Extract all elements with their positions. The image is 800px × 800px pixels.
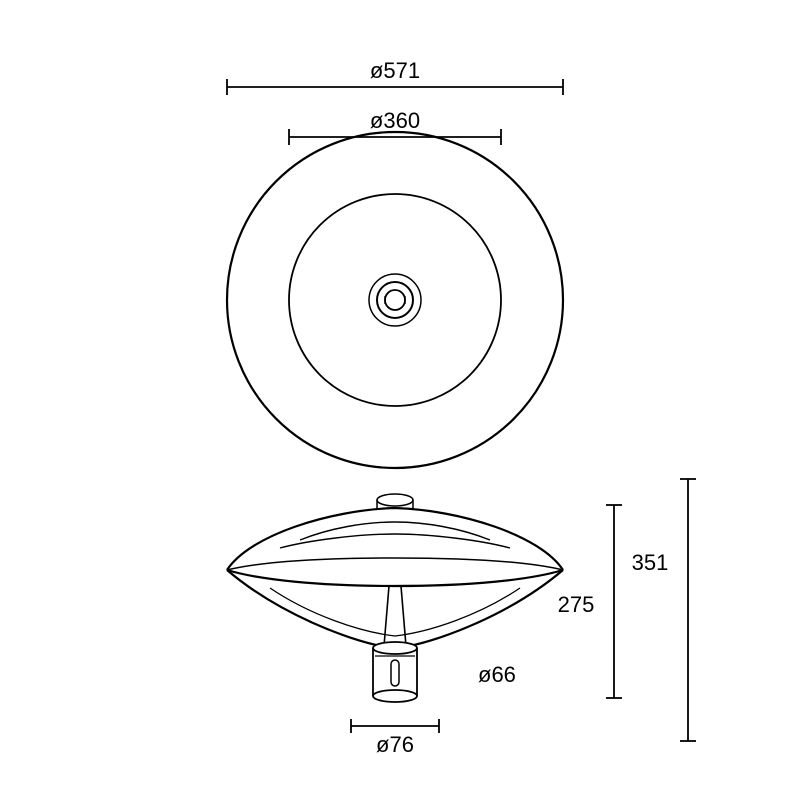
dim-d571: ø571 bbox=[227, 58, 563, 95]
dim-h351-label: 351 bbox=[632, 550, 669, 575]
technical-drawing: ø571 ø360 bbox=[0, 0, 800, 800]
dim-h275-label: 275 bbox=[558, 592, 595, 617]
dim-d571-label: ø571 bbox=[370, 58, 420, 83]
top-view bbox=[227, 132, 563, 468]
dim-h351: 351 bbox=[632, 479, 696, 741]
dim-d66-label: ø66 bbox=[478, 662, 516, 687]
dim-d76-label: ø76 bbox=[376, 732, 414, 757]
dim-d360-label: ø360 bbox=[370, 108, 420, 133]
dim-h275: 275 bbox=[558, 505, 622, 698]
dim-d76: ø76 bbox=[351, 719, 439, 757]
dim-d360: ø360 bbox=[289, 108, 501, 145]
dim-d66: ø66 bbox=[478, 662, 516, 687]
